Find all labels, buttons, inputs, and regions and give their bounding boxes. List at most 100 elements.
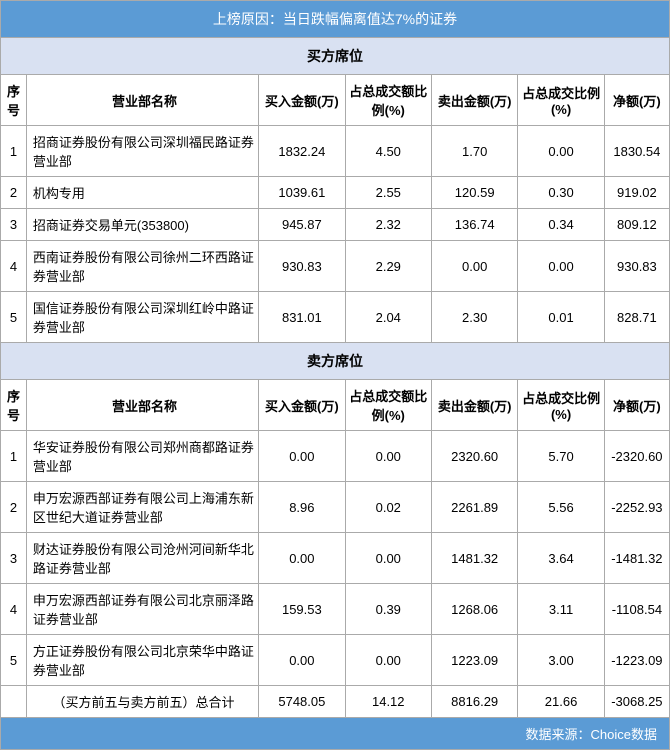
dept-cell: 机构专用 — [26, 177, 258, 209]
net-cell: 828.71 — [604, 292, 669, 343]
sell-amt-cell: 2320.60 — [431, 431, 517, 482]
table-row: 2 机构专用 1039.61 2.55 120.59 0.30 919.02 — [1, 177, 670, 209]
col-dept: 营业部名称 — [26, 75, 258, 126]
buy-pct-cell: 0.00 — [345, 431, 431, 482]
net-cell: 919.02 — [604, 177, 669, 209]
dept-cell: 招商证券交易单元(353800) — [26, 209, 258, 241]
col-buy-pct: 占总成交额比例(%) — [345, 75, 431, 126]
net-cell: -1481.32 — [604, 533, 669, 584]
row-seq: 3 — [1, 533, 27, 584]
buy-amt-cell: 831.01 — [259, 292, 345, 343]
totals-blank — [1, 686, 27, 718]
net-cell: 809.12 — [604, 209, 669, 241]
dept-cell: 国信证券股份有限公司深圳红岭中路证券营业部 — [26, 292, 258, 343]
totals-sell-amt: 8816.29 — [431, 686, 517, 718]
buy-pct-cell: 2.32 — [345, 209, 431, 241]
sell-pct-cell: 0.01 — [518, 292, 604, 343]
buy-amt-cell: 0.00 — [259, 533, 345, 584]
net-cell: -2252.93 — [604, 482, 669, 533]
main-table: 上榜原因：当日跌幅偏离值达7%的证券 买方席位 序号 营业部名称 买入金额(万)… — [0, 0, 670, 750]
sell-pct-cell: 3.00 — [518, 635, 604, 686]
col-sell-pct: 占总成交比例(%) — [518, 75, 604, 126]
buy-pct-cell: 0.00 — [345, 635, 431, 686]
net-cell: 930.83 — [604, 241, 669, 292]
dept-cell: 西南证券股份有限公司徐州二环西路证券营业部 — [26, 241, 258, 292]
buy-amt-cell: 0.00 — [259, 635, 345, 686]
row-seq: 2 — [1, 177, 27, 209]
buy-pct-cell: 2.04 — [345, 292, 431, 343]
sell-pct-cell: 0.30 — [518, 177, 604, 209]
buy-pct-cell: 0.39 — [345, 584, 431, 635]
sell-amt-cell: 1481.32 — [431, 533, 517, 584]
table-title: 上榜原因：当日跌幅偏离值达7%的证券 — [1, 1, 670, 38]
row-seq: 5 — [1, 292, 27, 343]
sell-amt-cell: 2.30 — [431, 292, 517, 343]
col-net: 净额(万) — [604, 75, 669, 126]
col-sell-amt: 卖出金额(万) — [431, 75, 517, 126]
table-row: 2 申万宏源西部证券有限公司上海浦东新区世纪大道证券营业部 8.96 0.02 … — [1, 482, 670, 533]
row-seq: 4 — [1, 241, 27, 292]
table-row: 5 国信证券股份有限公司深圳红岭中路证券营业部 831.01 2.04 2.30… — [1, 292, 670, 343]
net-cell: 1830.54 — [604, 126, 669, 177]
sell-pct-cell: 3.11 — [518, 584, 604, 635]
buyer-section-header: 买方席位 — [1, 38, 670, 75]
sell-pct-cell: 0.00 — [518, 241, 604, 292]
buy-amt-cell: 8.96 — [259, 482, 345, 533]
table-row: 1 招商证券股份有限公司深圳福民路证券营业部 1832.24 4.50 1.70… — [1, 126, 670, 177]
buy-amt-cell: 930.83 — [259, 241, 345, 292]
row-seq: 5 — [1, 635, 27, 686]
table-row: 3 财达证券股份有限公司沧州河间新华北路证券营业部 0.00 0.00 1481… — [1, 533, 670, 584]
col-buy-amt: 买入金额(万) — [259, 380, 345, 431]
row-seq: 1 — [1, 431, 27, 482]
sell-pct-cell: 5.56 — [518, 482, 604, 533]
sell-pct-cell: 0.34 — [518, 209, 604, 241]
totals-row: （买方前五与卖方前五）总合计 5748.05 14.12 8816.29 21.… — [1, 686, 670, 718]
col-seq: 序号 — [1, 75, 27, 126]
buy-pct-cell: 4.50 — [345, 126, 431, 177]
dept-cell: 方正证券股份有限公司北京荣华中路证券营业部 — [26, 635, 258, 686]
sell-pct-cell: 5.70 — [518, 431, 604, 482]
sell-amt-cell: 1.70 — [431, 126, 517, 177]
buy-pct-cell: 2.55 — [345, 177, 431, 209]
sell-amt-cell: 1268.06 — [431, 584, 517, 635]
row-seq: 3 — [1, 209, 27, 241]
totals-sell-pct: 21.66 — [518, 686, 604, 718]
buy-amt-cell: 1832.24 — [259, 126, 345, 177]
col-buy-pct: 占总成交额比例(%) — [345, 380, 431, 431]
col-sell-pct: 占总成交比例(%) — [518, 380, 604, 431]
trading-table-container: 上榜原因：当日跌幅偏离值达7%的证券 买方席位 序号 营业部名称 买入金额(万)… — [0, 0, 670, 750]
table-row: 1 华安证券股份有限公司郑州商都路证券营业部 0.00 0.00 2320.60… — [1, 431, 670, 482]
totals-net: -3068.25 — [604, 686, 669, 718]
seller-section-header: 卖方席位 — [1, 343, 670, 380]
dept-cell: 申万宏源西部证券有限公司上海浦东新区世纪大道证券营业部 — [26, 482, 258, 533]
data-source-footer: 数据来源：Choice数据 — [1, 718, 670, 750]
row-seq: 4 — [1, 584, 27, 635]
sell-amt-cell: 2261.89 — [431, 482, 517, 533]
buy-amt-cell: 945.87 — [259, 209, 345, 241]
buy-pct-cell: 0.00 — [345, 533, 431, 584]
col-sell-amt: 卖出金额(万) — [431, 380, 517, 431]
col-buy-amt: 买入金额(万) — [259, 75, 345, 126]
sell-amt-cell: 136.74 — [431, 209, 517, 241]
totals-buy-amt: 5748.05 — [259, 686, 345, 718]
table-row: 3 招商证券交易单元(353800) 945.87 2.32 136.74 0.… — [1, 209, 670, 241]
dept-cell: 财达证券股份有限公司沧州河间新华北路证券营业部 — [26, 533, 258, 584]
sell-amt-cell: 0.00 — [431, 241, 517, 292]
sell-pct-cell: 0.00 — [518, 126, 604, 177]
sell-amt-cell: 120.59 — [431, 177, 517, 209]
buy-pct-cell: 2.29 — [345, 241, 431, 292]
table-row: 4 西南证券股份有限公司徐州二环西路证券营业部 930.83 2.29 0.00… — [1, 241, 670, 292]
col-net: 净额(万) — [604, 380, 669, 431]
net-cell: -1108.54 — [604, 584, 669, 635]
totals-buy-pct: 14.12 — [345, 686, 431, 718]
dept-cell: 华安证券股份有限公司郑州商都路证券营业部 — [26, 431, 258, 482]
totals-label: （买方前五与卖方前五）总合计 — [26, 686, 258, 718]
row-seq: 2 — [1, 482, 27, 533]
buy-amt-cell: 1039.61 — [259, 177, 345, 209]
table-row: 5 方正证券股份有限公司北京荣华中路证券营业部 0.00 0.00 1223.0… — [1, 635, 670, 686]
dept-cell: 招商证券股份有限公司深圳福民路证券营业部 — [26, 126, 258, 177]
row-seq: 1 — [1, 126, 27, 177]
buy-pct-cell: 0.02 — [345, 482, 431, 533]
net-cell: -1223.09 — [604, 635, 669, 686]
dept-cell: 申万宏源西部证券有限公司北京丽泽路证券营业部 — [26, 584, 258, 635]
